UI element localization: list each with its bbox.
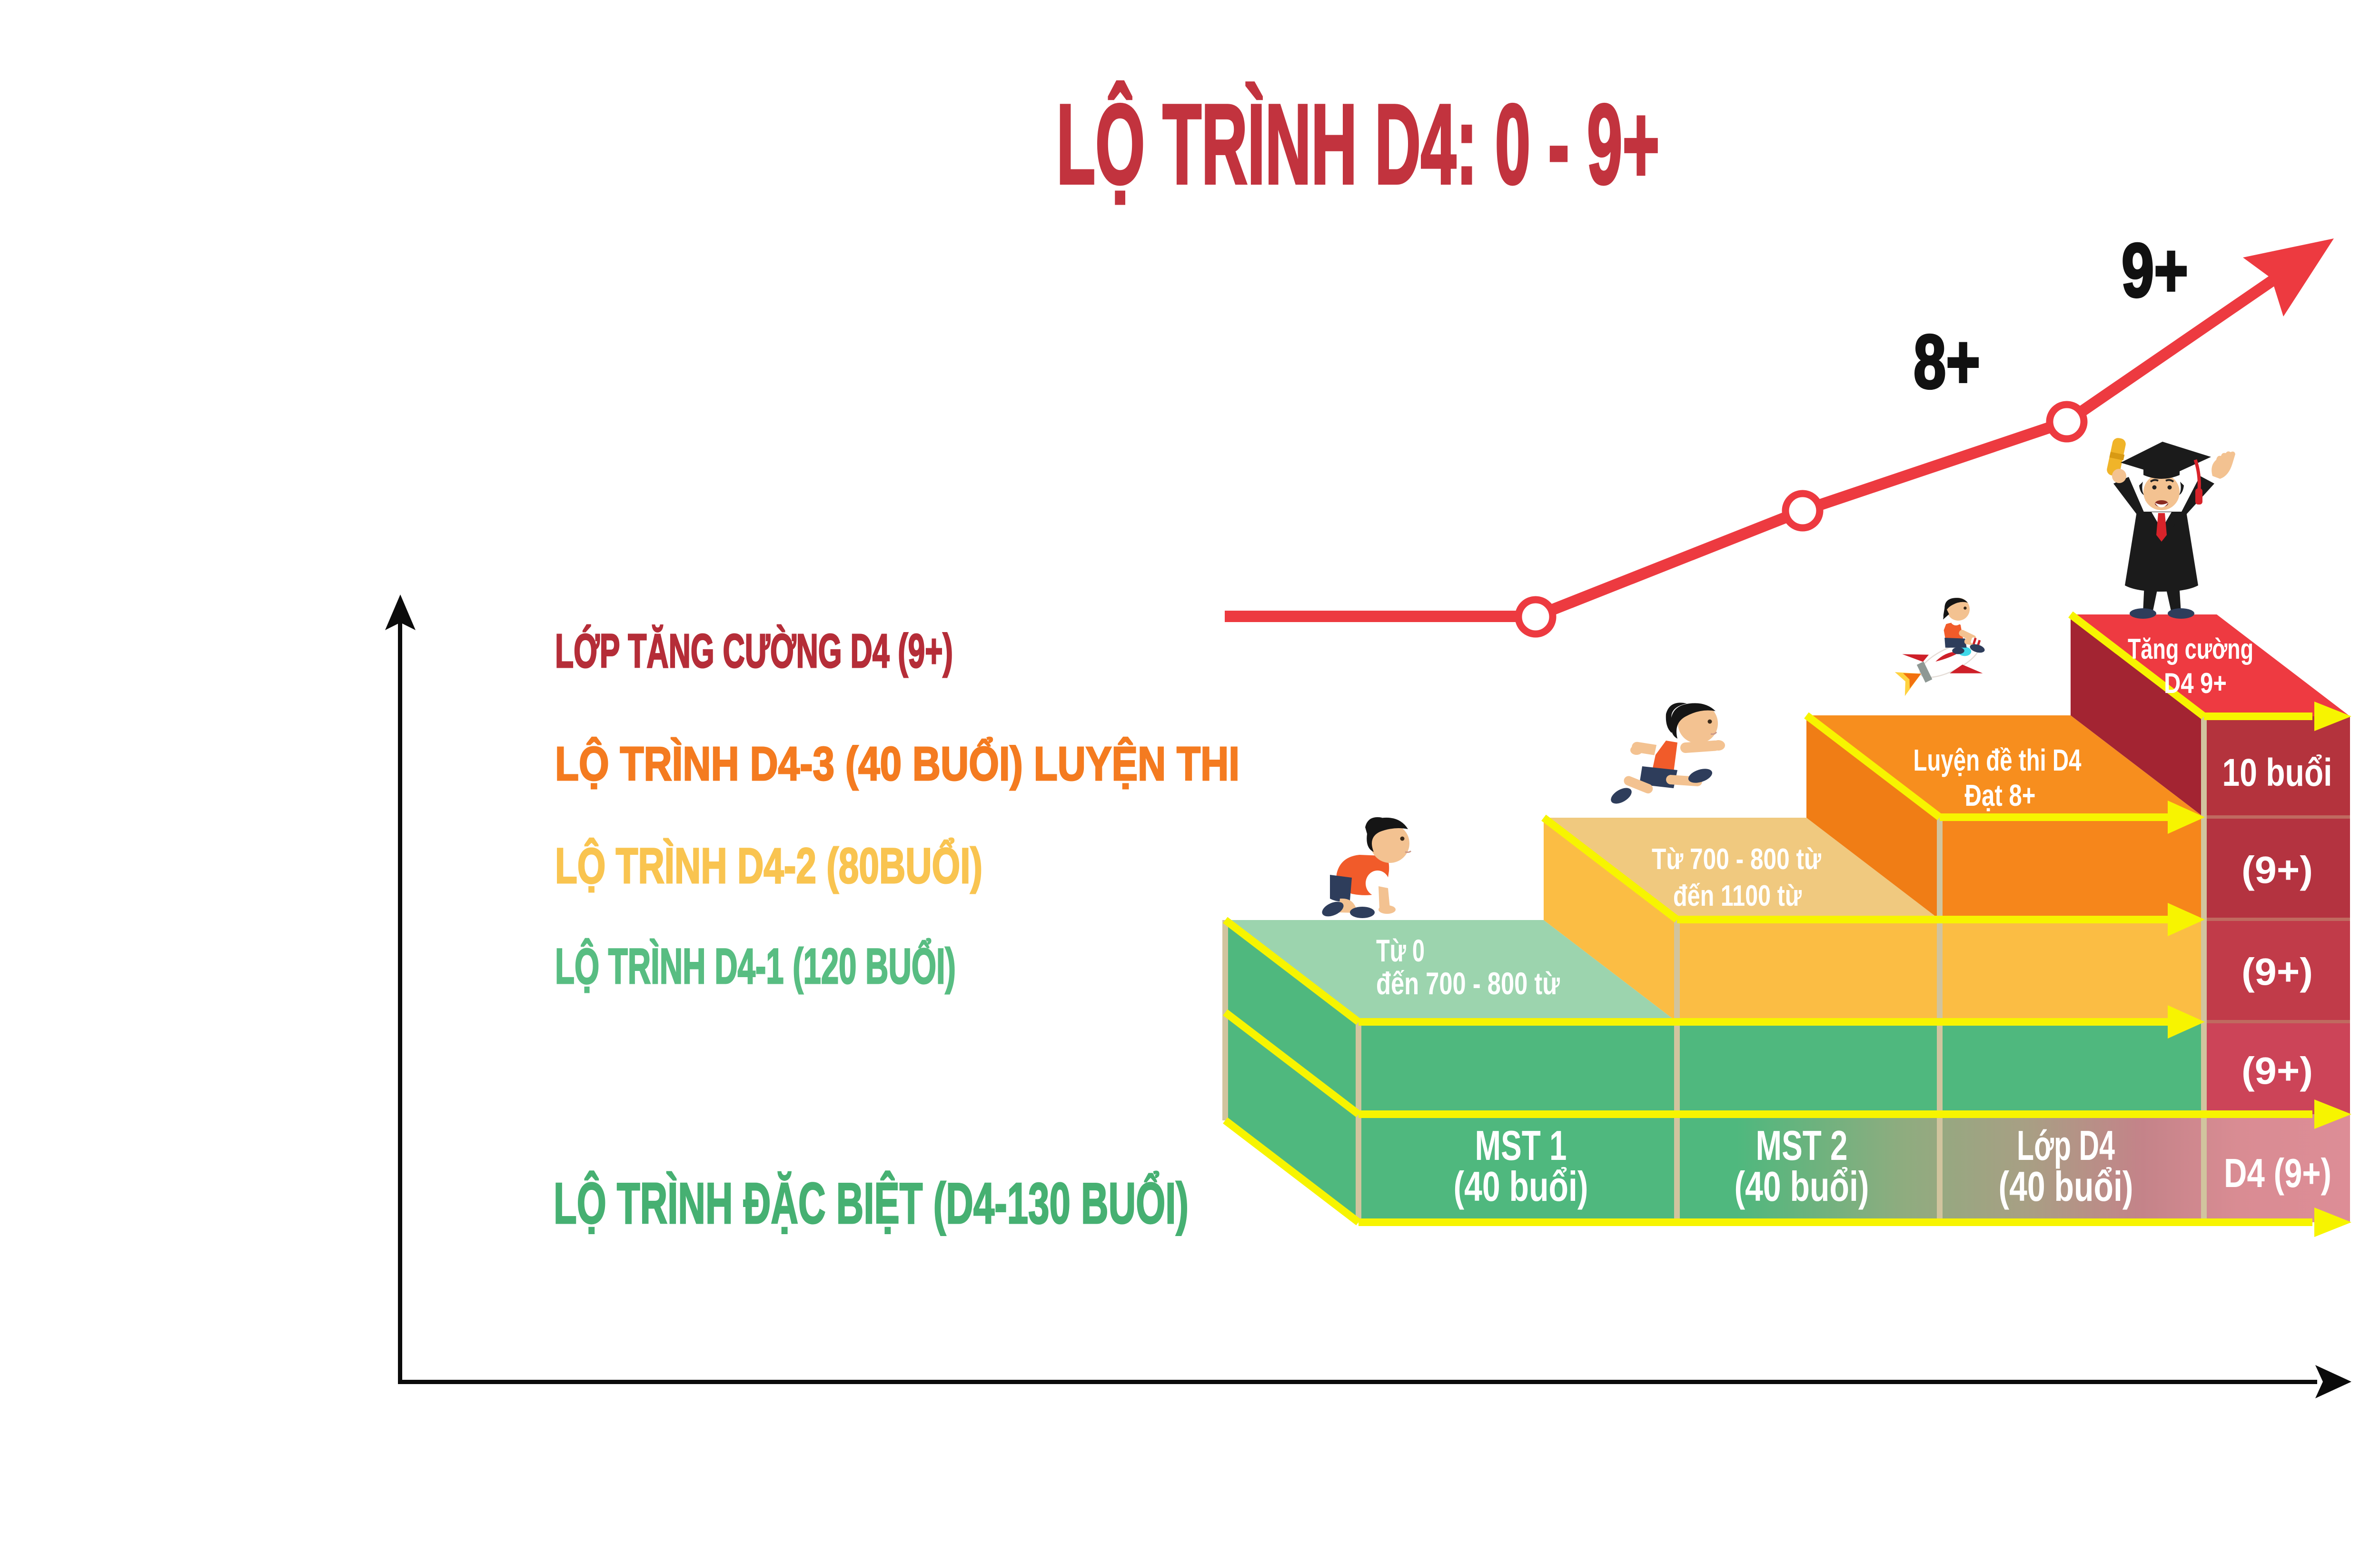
svg-text:(9+): (9+) xyxy=(2241,1049,2313,1092)
svg-text:LỘ TRÌNH D4-3 (40 BUỔI) LUYỆN: LỘ TRÌNH D4-3 (40 BUỔI) LUYỆN THI xyxy=(555,737,1240,791)
svg-text:Đạt 8+: Đạt 8+ xyxy=(1965,778,2036,812)
svg-text:9+: 9+ xyxy=(2122,228,2188,313)
svg-text:(40 buổi): (40 buổi) xyxy=(1454,1163,1588,1210)
svg-text:đến 700 - 800 từ: đến 700 - 800 từ xyxy=(1376,966,1560,1001)
svg-text:LỘ TRÌNH D4-1 (120 BUỔI): LỘ TRÌNH D4-1 (120 BUỔI) xyxy=(555,938,956,994)
svg-text:D4 (9+): D4 (9+) xyxy=(2224,1151,2331,1196)
svg-text:LỘ TRÌNH ĐẶC BIỆT (D4-130 BUỔI: LỘ TRÌNH ĐẶC BIỆT (D4-130 BUỔI) xyxy=(554,1170,1189,1236)
svg-text:(40 buổi): (40 buổi) xyxy=(1735,1163,1869,1210)
svg-text:D4 9+: D4 9+ xyxy=(2164,667,2227,699)
svg-text:MST 2: MST 2 xyxy=(1756,1122,1848,1169)
svg-text:LỚP TĂNG CƯỜNG D4 (9+): LỚP TĂNG CƯỜNG D4 (9+) xyxy=(555,624,953,678)
svg-text:(9+): (9+) xyxy=(2241,849,2313,891)
svg-text:(40 buổi): (40 buổi) xyxy=(1999,1163,2133,1210)
svg-text:đến 1100 từ: đến 1100 từ xyxy=(1673,880,1802,912)
svg-text:Từ 0: Từ 0 xyxy=(1376,933,1425,968)
svg-text:MST 1: MST 1 xyxy=(1475,1122,1567,1169)
svg-text:Lớp D4: Lớp D4 xyxy=(2017,1122,2115,1169)
svg-text:10 buổi: 10 buổi xyxy=(2222,751,2332,794)
svg-text:Tăng cường: Tăng cường xyxy=(2128,633,2253,665)
svg-text:Từ 700 - 800 từ: Từ 700 - 800 từ xyxy=(1652,843,1821,876)
svg-text:LỘ TRÌNH D4: 0 - 9+: LỘ TRÌNH D4: 0 - 9+ xyxy=(1057,81,1660,208)
svg-text:LỘ TRÌNH D4-2 (80BUỔI): LỘ TRÌNH D4-2 (80BUỔI) xyxy=(555,838,982,894)
svg-text:Luyện đề thi D4: Luyện đề thi D4 xyxy=(1914,743,2082,777)
svg-text:8+: 8+ xyxy=(1914,319,1980,404)
svg-text:(9+): (9+) xyxy=(2241,950,2313,993)
